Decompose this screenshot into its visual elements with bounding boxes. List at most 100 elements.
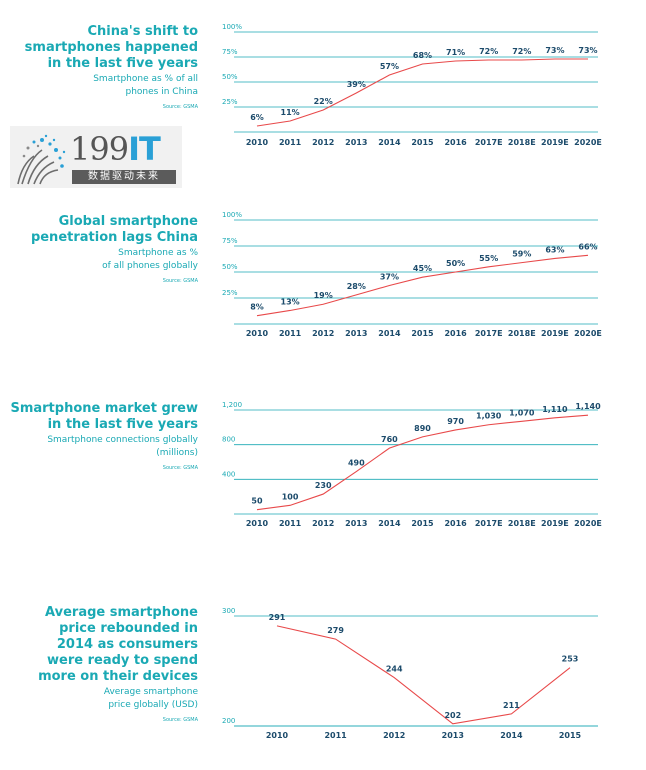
x-tick-label: 2014 [378, 519, 401, 528]
x-tick-label: 2010 [266, 731, 289, 740]
data-label: 13% [281, 297, 300, 306]
y-tick-label: 25% [222, 98, 238, 106]
series-line [256, 254, 589, 317]
data-label: 1,110 [542, 405, 568, 414]
data-label: 8% [250, 303, 264, 312]
x-tick-label: 2013 [345, 329, 367, 338]
chart-svg: 25% 50% 75% 100% 6% 11% 22% 39% 57% 68% 71% 72% 72% 7… [222, 23, 602, 147]
data-label: 22% [314, 97, 333, 106]
data-label: 71% [446, 48, 465, 57]
y-tick-label: 25% [222, 289, 238, 297]
x-tick-label: 2015 [559, 731, 582, 740]
x-tick-label: 2010 [246, 138, 269, 147]
data-label: 211 [503, 701, 520, 710]
data-label: 66% [578, 242, 597, 251]
panel-source: Source: GSMA [162, 104, 198, 110]
x-tick-label: 2012 [312, 329, 334, 338]
y-tick-label: 800 [222, 436, 235, 444]
subtitle-line: price globally (USD) [108, 700, 198, 710]
title-line: smartphones happened [24, 40, 198, 55]
chart-global-penetration: 25% 50% 75% 100% 8% 13% 19% 28% 37% 45% 50% 55% 59% 6… [220, 211, 646, 342]
data-label: 63% [545, 245, 564, 254]
data-label: 1,140 [575, 402, 601, 411]
title-line: price rebounded in [59, 621, 198, 636]
x-tick-label: 2015 [411, 519, 434, 528]
data-label: 253 [562, 655, 579, 664]
title-line: Global smartphone [58, 214, 198, 229]
chart-average-price: 200 300 291 279 244 202 211 253 2010 2011 2012 2013… [220, 602, 646, 744]
data-label: 490 [348, 459, 365, 468]
y-tick-label: 100% [222, 23, 242, 31]
logo-number: 199 [70, 130, 129, 168]
data-label: 291 [269, 613, 286, 622]
x-tick-label: 2019E [541, 519, 569, 528]
x-tick-label: 2013 [345, 519, 367, 528]
subtitle-line: Smartphone connections globally [47, 435, 198, 445]
chart-svg: 200 300 291 279 244 202 211 253 2010 2011 2012 2013… [222, 607, 598, 740]
data-label: 57% [380, 62, 399, 71]
y-tick-label: 75% [222, 237, 238, 245]
x-tick-label: 2018E [508, 519, 536, 528]
x-tick-label: 2013 [345, 138, 367, 147]
x-tick-label: 2020E [574, 138, 602, 147]
x-tick-label: 2020E [574, 519, 602, 528]
title-line: China's shift to [87, 24, 198, 39]
y-tick-label: 75% [222, 48, 238, 56]
subtitle-line: phones in China [125, 87, 199, 97]
panel-subtitle: Average smartphone price globally (USD) [38, 686, 198, 712]
x-tick-label: 2012 [312, 138, 334, 147]
x-tick-label: 2016 [444, 519, 467, 528]
data-label: 73% [545, 46, 564, 55]
x-tick-label: 2016 [444, 138, 467, 147]
y-tick-label: 50% [222, 263, 238, 271]
y-tick-label: 400 [222, 470, 235, 478]
title-line: in the last five years [47, 56, 198, 71]
data-label: 279 [327, 626, 344, 635]
data-label: 45% [413, 264, 432, 273]
data-label: 68% [413, 51, 432, 60]
data-label: 72% [512, 47, 531, 56]
y-tick-label: 1,200 [222, 401, 242, 409]
y-tick-label: 300 [222, 607, 235, 615]
title-line: Smartphone market grew [10, 401, 198, 416]
data-label: 970 [447, 417, 464, 426]
data-label: 230 [315, 481, 332, 490]
series-line [256, 414, 589, 511]
y-tick-label: 100% [222, 211, 242, 219]
x-tick-label: 2013 [442, 731, 464, 740]
x-tick-label: 2011 [279, 519, 302, 528]
y-tick-label: 200 [222, 717, 235, 725]
x-tick-label: 2015 [411, 329, 434, 338]
data-label: 6% [250, 113, 264, 122]
data-label: 59% [512, 250, 531, 259]
data-label: 890 [414, 424, 431, 433]
subtitle-line: Smartphone as % [118, 248, 198, 258]
title-line: in the last five years [47, 417, 198, 432]
data-label: 244 [386, 665, 403, 674]
data-label: 50% [446, 259, 465, 268]
panel-head-china: China's shift to smartphones happened in… [25, 24, 198, 111]
x-tick-label: 2014 [378, 138, 401, 147]
series-line [276, 625, 571, 725]
x-tick-label: 2010 [246, 519, 269, 528]
panel-subtitle: Smartphone as % of all phones in China [25, 73, 198, 99]
data-label: 73% [578, 46, 597, 55]
data-label: 202 [444, 711, 461, 720]
x-tick-label: 2017E [475, 519, 503, 528]
data-label: 37% [380, 273, 399, 282]
series-line [256, 58, 588, 127]
x-tick-label: 2014 [500, 731, 523, 740]
chart-china-smartphone-share: 25% 50% 75% 100% 6% 11% 22% 39% 57% 68% 71% 72% 72% 7… [220, 23, 646, 150]
data-label: 11% [281, 108, 300, 117]
panel-head-market-growth: Smartphone market grew in the last five … [10, 401, 198, 472]
title-line: more on their devices [38, 669, 198, 684]
subtitle-line: Average smartphone [103, 687, 198, 697]
logo-dandelion-icon [17, 134, 66, 185]
x-tick-label: 2012 [383, 731, 405, 740]
x-tick-label: 2011 [279, 329, 302, 338]
x-tick-label: 2018E [508, 329, 536, 338]
data-label: 100 [282, 492, 299, 501]
x-tick-label: 2019E [541, 138, 569, 147]
subtitle-line: of all phones globally [102, 261, 198, 271]
x-tick-label: 2011 [324, 731, 347, 740]
